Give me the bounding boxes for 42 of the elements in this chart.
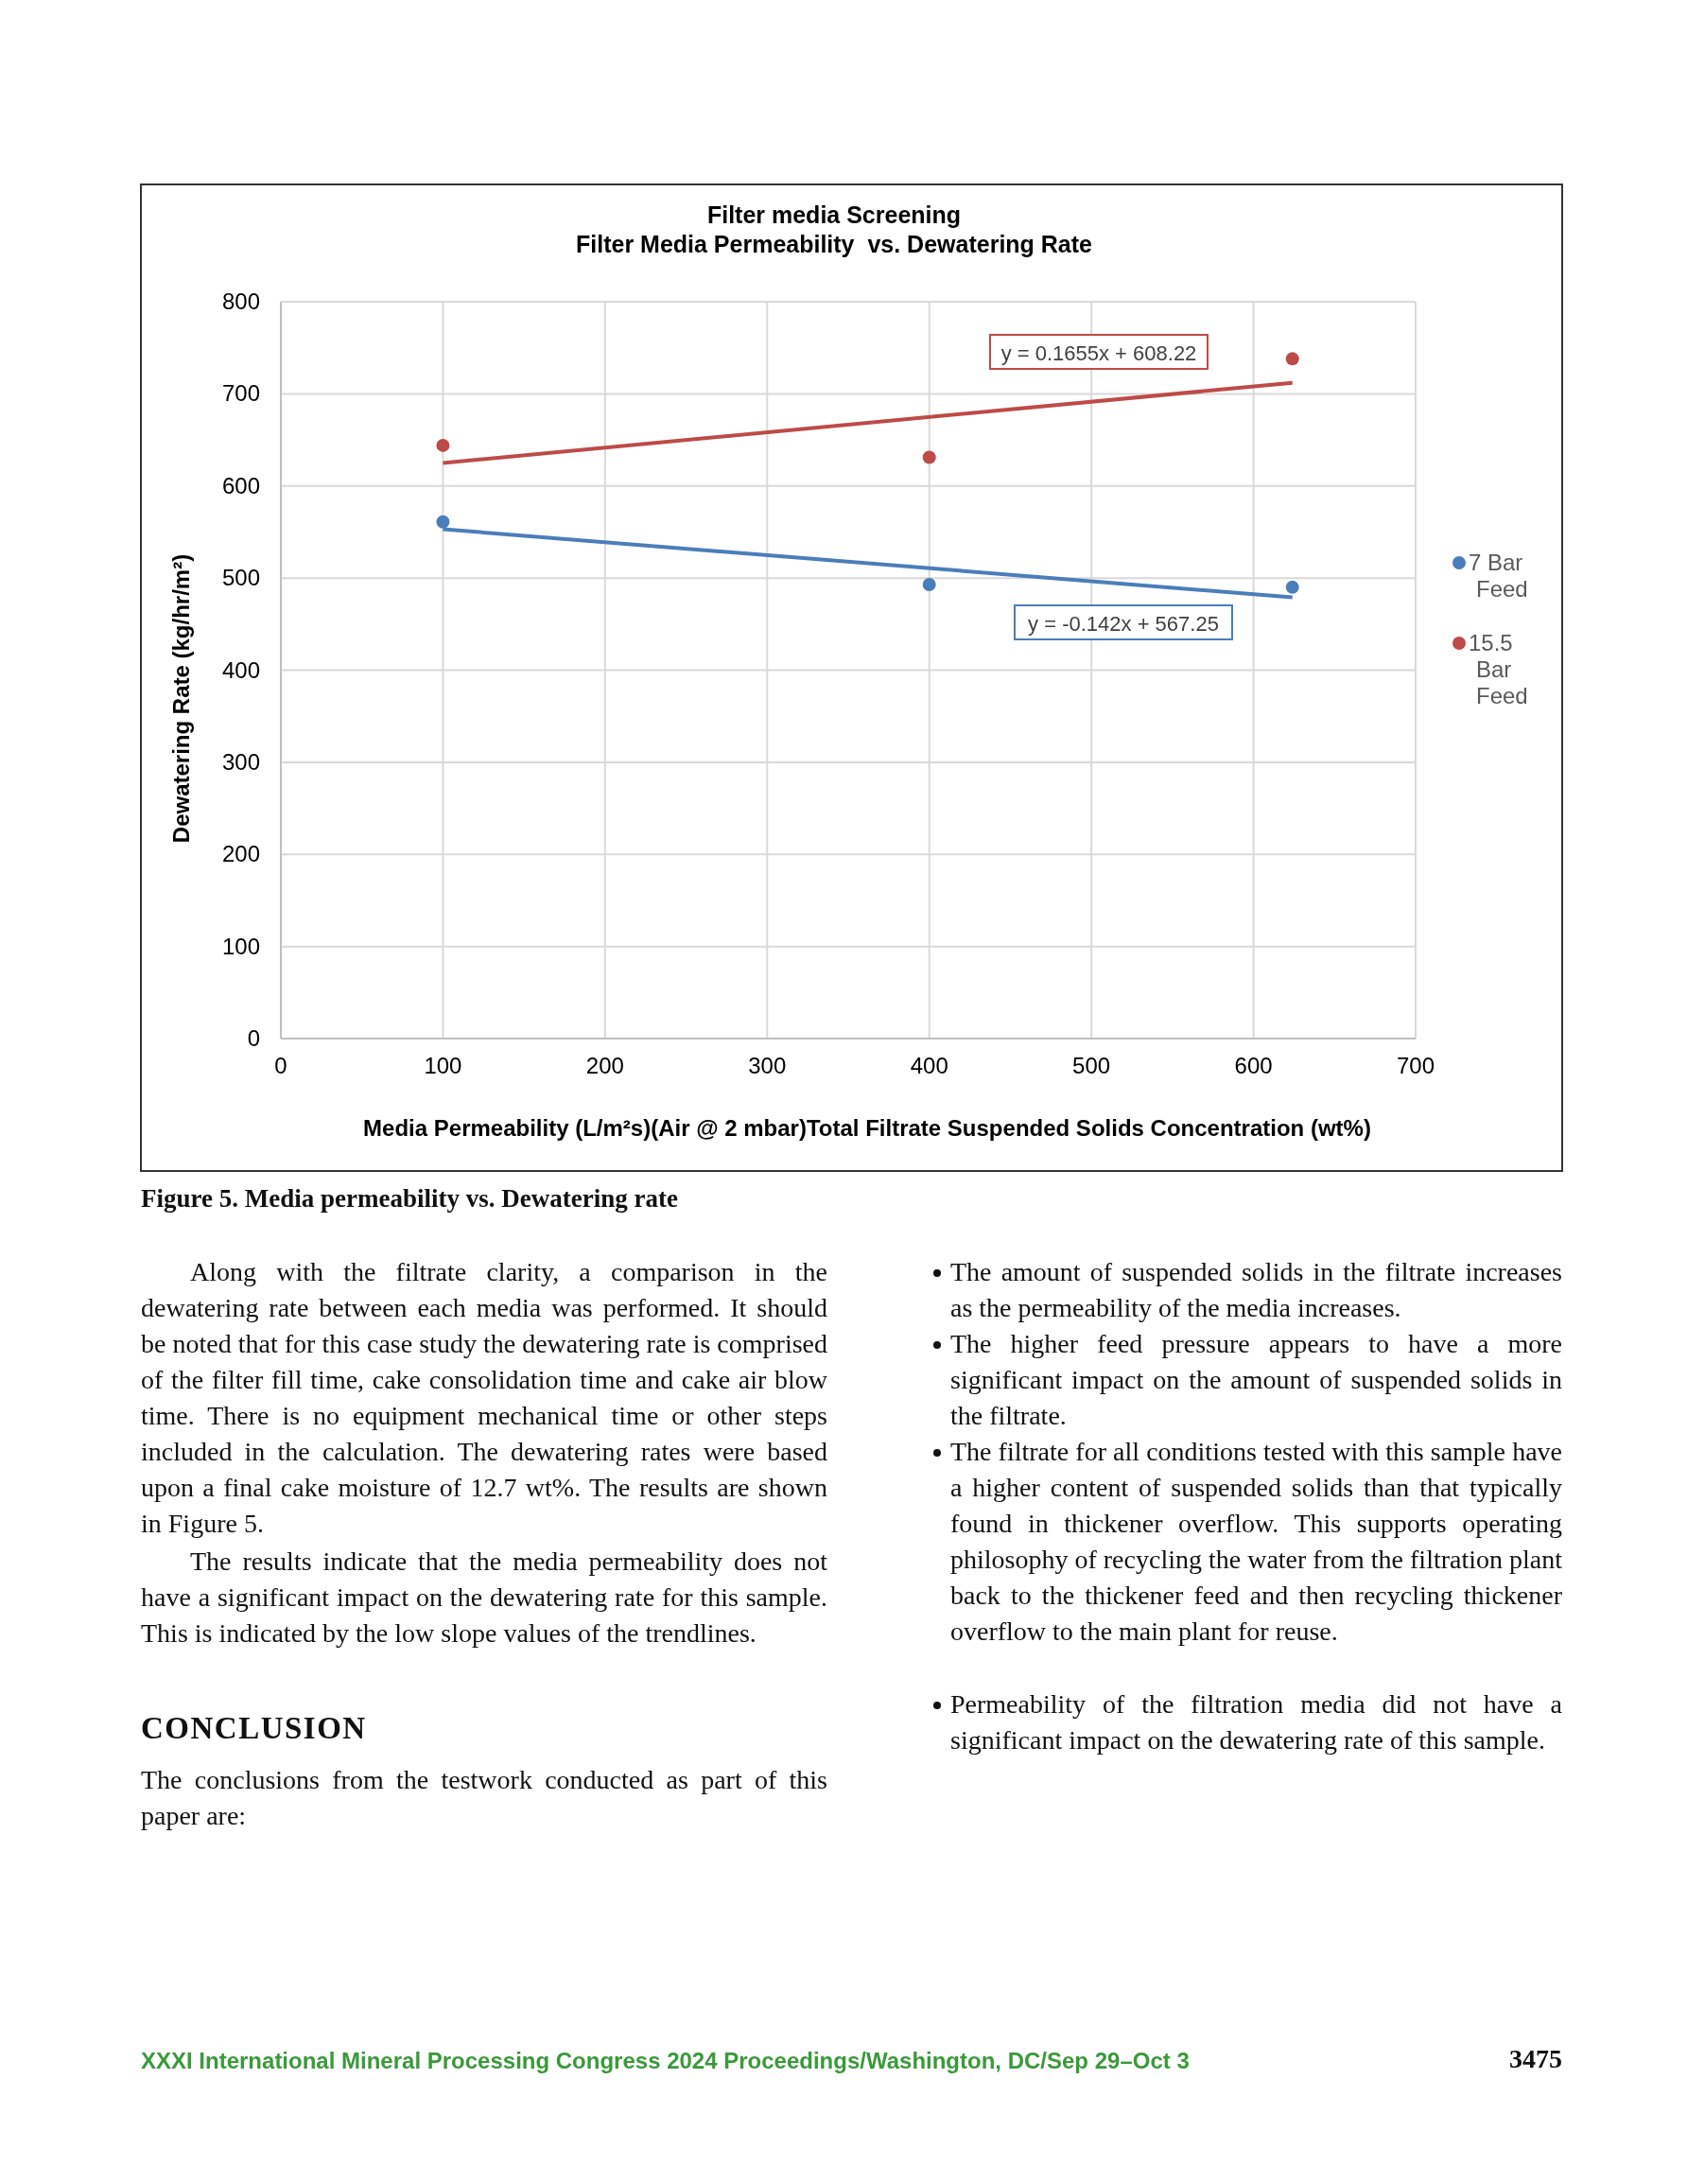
x-axis-title: Media Permeability (L/m²s)(Air @ 2 mbar)Total Filtrate Suspended Solids Concentration (wt%) — [363, 1115, 1371, 1141]
text: The filtrate for all conditions tested with this sample have a higher content of suspended solids than that typically found in thickener overflow. This supports operating philosophy of recycling the water from the filtration plant back to the thickener feed and then recycling thickener overflow to the main plant for reuse. — [950, 1437, 1562, 1646]
x-tick-label: 400 — [910, 1053, 948, 1078]
text: CONCLUSION — [141, 1711, 367, 1745]
y-axis-title: Dewatering Rate (kg/hr/m²) — [168, 553, 194, 844]
y-tick-label: 800 — [221, 288, 260, 314]
legend-label: 15.5 Bar Feed — [1469, 630, 1528, 708]
text: The results indicate that the media permeability does not have a significant impact on the dewatering rate for this sample. This is indicated by the low slope values of the trendlines. — [141, 1546, 827, 1648]
point — [1285, 352, 1299, 366]
legend-label: 7 Bar Feed — [1469, 550, 1528, 602]
y-tick-label: 600 — [221, 472, 260, 498]
y-tick-label: 300 — [221, 748, 260, 775]
x-tick-label: 100 — [424, 1053, 462, 1078]
y-tick-label: 700 — [221, 380, 260, 407]
x-tick-label: 700 — [1396, 1053, 1435, 1078]
y-tick-label: 200 — [221, 841, 260, 867]
annotation: y = -0.142x + 567.25 — [1028, 612, 1219, 636]
x-tick-label: 200 — [585, 1053, 624, 1078]
x-tick-label: 600 — [1234, 1053, 1273, 1078]
text: The amount of suspended solids in the filtrate increases as the permeability of the media increases. — [950, 1257, 1562, 1322]
y-tick-label: 500 — [221, 565, 260, 591]
text: Along with the filtrate clarity, a comparison in the dewatering rate between each media was performed. It should be noted that for this case study the dewatering rate is comprised of the filter fill time, cake consolidation time and cake air blow time. There is no equipment mechanical time or other steps included in the calculation. The dewatering rates were based upon a final cake moisture of 12.7 wt%. The results are shown in Figure 5. — [141, 1257, 827, 1538]
x-tick-label: 500 — [1072, 1053, 1111, 1078]
y-tick-label: 0 — [247, 1025, 260, 1051]
caption: Figure 5. Media permeability vs. Dewatering rate — [141, 1184, 678, 1213]
text: XXXI International Mineral Processing Congress 2024 Proceedings/Washington, DC/Sep 29–Oct 3 — [141, 2048, 1190, 2073]
point — [1285, 580, 1299, 594]
text: The conclusions from the testwork conducted as part of this paper are: — [141, 1765, 827, 1830]
chart-subtitle: Filter Media Permeability vs. Dewatering Rate — [575, 231, 1093, 257]
y-tick-label: 100 — [221, 933, 260, 959]
point — [922, 577, 936, 591]
x-tick-label: 300 — [748, 1053, 787, 1078]
x-tick-label: 0 — [274, 1053, 287, 1078]
point — [436, 515, 450, 529]
chart-title: Filter media Screening — [706, 201, 962, 228]
text: The higher feed pressure appears to have a more significant impact on the amount of suspended solids in the filtrate. — [950, 1329, 1562, 1430]
text: 3475 — [1509, 2044, 1562, 2073]
point — [922, 450, 936, 464]
text: Permeability of the filtration media did not have a significant impact on the dewatering rate of this sample. — [950, 1689, 1562, 1755]
annotation: y = 0.1655x + 608.22 — [1000, 341, 1197, 365]
y-tick-label: 400 — [221, 656, 260, 683]
point — [436, 438, 450, 452]
